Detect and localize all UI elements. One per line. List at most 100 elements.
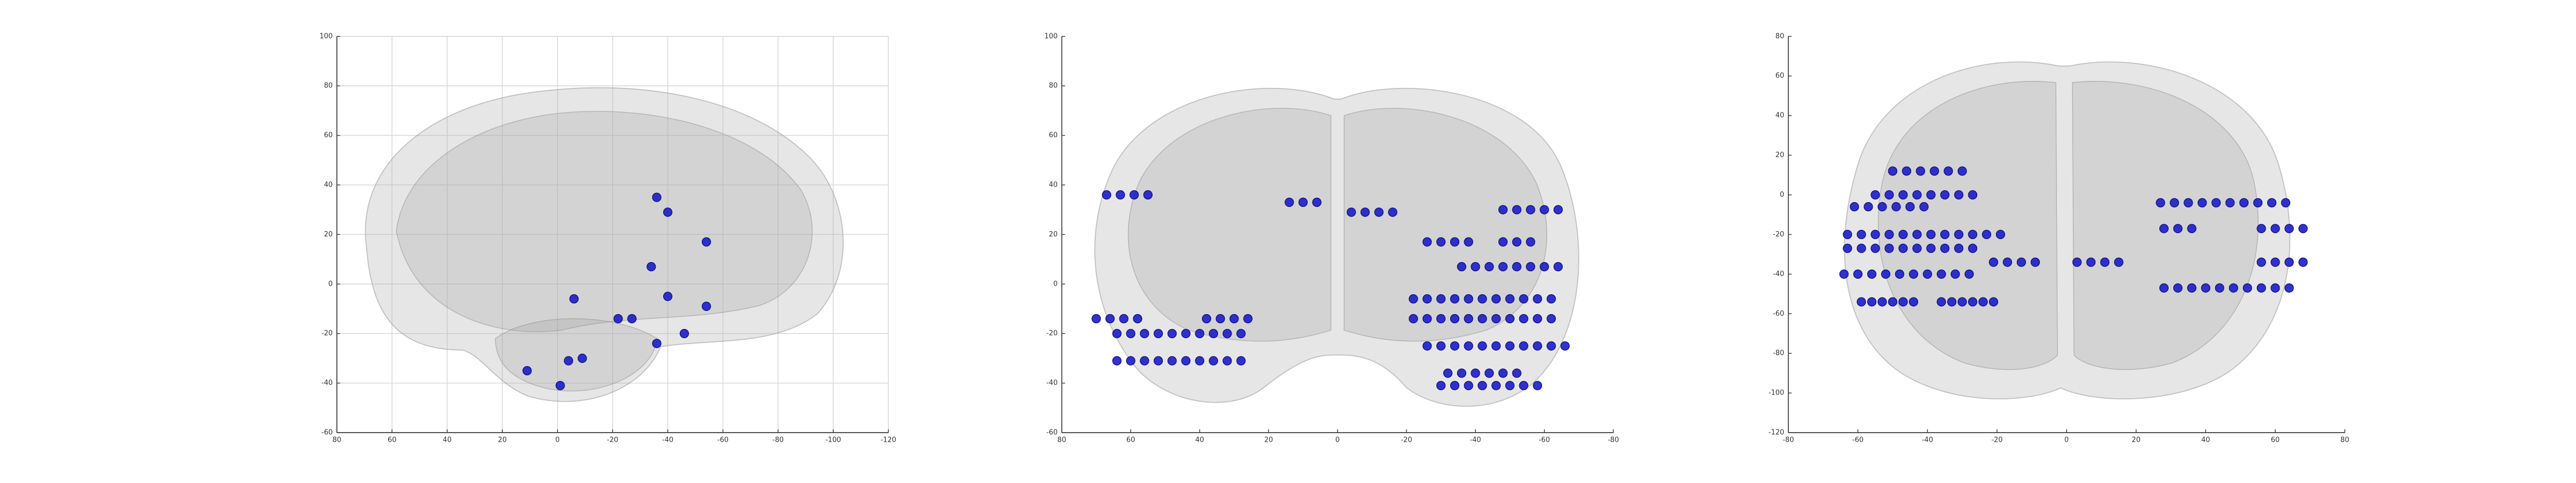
electrode (1857, 297, 1866, 307)
electrode (1957, 297, 1967, 307)
x-tick-label: -20 (1401, 436, 1412, 444)
x-tick-label: -100 (826, 436, 841, 444)
x-tick-label: -40 (1922, 436, 1933, 444)
electrode (1436, 341, 1446, 351)
electrode (2253, 198, 2263, 207)
electrode (2298, 224, 2308, 233)
electrode (1843, 229, 1852, 240)
electrode (1140, 329, 1149, 338)
electrode (1181, 356, 1191, 366)
electrode (1229, 314, 1239, 324)
y-tick-label: 0 (1053, 280, 1058, 288)
x-tick-label: -40 (1470, 436, 1481, 444)
x-tick-label: 60 (1126, 436, 1135, 444)
electrode (569, 294, 579, 304)
x-tick-label: 60 (388, 436, 396, 444)
electrode (1936, 269, 1946, 279)
electrode (1464, 381, 1473, 390)
electrode (2159, 224, 2169, 233)
electrode (2267, 198, 2277, 207)
electrode (2270, 257, 2280, 267)
electrode (1940, 229, 1950, 240)
x-tick-label: 0 (555, 436, 560, 444)
electrode (2270, 224, 2280, 233)
electrode (1422, 294, 1432, 304)
electrode (1092, 314, 1101, 324)
x-tick-label: 20 (2132, 436, 2140, 444)
electrode (1464, 341, 1473, 351)
electrode (1877, 297, 1887, 307)
electrode (1929, 166, 1939, 176)
electrode (1478, 381, 1487, 390)
electrode (2072, 257, 2082, 267)
electrode (1560, 341, 1570, 351)
x-tick-label: 0 (1335, 436, 1340, 444)
x-tick-label: -60 (1852, 436, 1864, 444)
electrode (1498, 368, 1508, 378)
electrode (522, 366, 532, 376)
electrode (1119, 314, 1129, 324)
electrode (1201, 314, 1212, 324)
electrode (2100, 257, 2110, 267)
y-tick-label: 100 (1044, 32, 1058, 40)
brain-axial (1844, 61, 2291, 400)
electrode (1450, 381, 1460, 390)
y-tick-label: 40 (1049, 181, 1057, 189)
electrode (652, 192, 662, 202)
electrode (1471, 262, 1480, 272)
electrode (1898, 243, 1908, 253)
electrode (1464, 314, 1473, 324)
y-tick-label: 20 (324, 231, 332, 239)
electrode (679, 329, 689, 338)
electrode (701, 301, 711, 311)
electrode (1422, 341, 1432, 351)
x-tick-label: 60 (2271, 436, 2280, 444)
electrode (1422, 314, 1432, 324)
electrode (1839, 269, 1849, 279)
electrode (1533, 381, 1542, 390)
electrode (1546, 294, 1556, 304)
electrode (1505, 341, 1515, 351)
electrode (1478, 314, 1487, 324)
electrode (1877, 202, 1887, 212)
electrode (1436, 314, 1446, 324)
y-tick-label: 60 (1776, 72, 1784, 80)
x-tick-label: 20 (498, 436, 507, 444)
electrode (1553, 262, 1563, 272)
electrode (1208, 356, 1219, 366)
electrode (1540, 262, 1549, 272)
electrode (1167, 329, 1177, 338)
y-tick-label: -80 (1773, 350, 1784, 358)
x-tick-label: 0 (2065, 436, 2069, 444)
y-tick-label: 0 (328, 280, 332, 288)
electrode (1222, 329, 1232, 338)
electrode (1102, 190, 1111, 200)
electrode (1898, 190, 1908, 200)
y-tick-label: 80 (324, 82, 332, 90)
x-tick-label: 80 (1057, 436, 1066, 444)
electrode (1126, 329, 1135, 338)
electrode (2298, 257, 2308, 267)
electrode (1519, 294, 1528, 304)
x-tick-label: 40 (2201, 436, 2210, 444)
y-tick-label: 20 (1049, 231, 1057, 239)
electrode (1526, 262, 1535, 272)
electrode (1471, 368, 1480, 378)
y-tick-label: -120 (1769, 429, 1784, 437)
electrode (701, 237, 711, 247)
x-tick-label: -80 (773, 436, 784, 444)
electrode (1884, 190, 1894, 200)
electrode (1870, 243, 1880, 253)
electrode (1898, 229, 1908, 240)
electrode (1857, 229, 1866, 240)
x-tick-label: -120 (880, 436, 896, 444)
electrode (2030, 257, 2040, 267)
electrode (2198, 198, 2207, 207)
electrode (2187, 283, 2196, 293)
electrode (2229, 283, 2238, 293)
electrode (2173, 224, 2183, 233)
y-tick-label: -20 (322, 330, 333, 338)
electrode (1505, 294, 1515, 304)
electrode (1947, 297, 1957, 307)
